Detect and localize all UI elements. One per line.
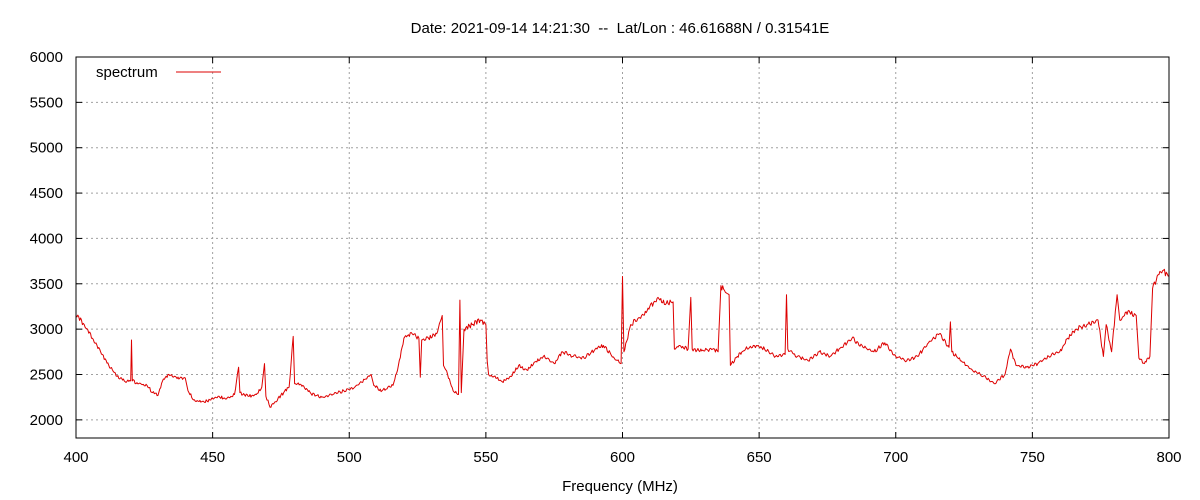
y-tick-label-3500: 3500 (30, 276, 63, 293)
ticks: 400 450 500 550 600 650 700 750 800 2000 2500 3000 3… (30, 49, 1182, 466)
y-tick-label-2500: 2500 (30, 367, 63, 384)
series-layer (75, 268, 1170, 408)
legend-label-spectrum: spectrum (96, 64, 158, 81)
y-tick-label-6000: 6000 (30, 49, 63, 66)
series-line-spectrum (75, 268, 1170, 408)
chart-title: Date: 2021-09-14 14:21:30 -- Lat/Lon : 4… (411, 20, 830, 37)
x-tick-label-400: 400 (63, 449, 88, 466)
x-tick-label-500: 500 (337, 449, 362, 466)
y-tick-label-5000: 5000 (30, 140, 63, 157)
x-axis-label: Frequency (MHz) (562, 478, 678, 495)
x-tick-label-600: 600 (610, 449, 635, 466)
x-tick-label-550: 550 (473, 449, 498, 466)
y-tick-label-3000: 3000 (30, 321, 63, 338)
y-tick-label-5500: 5500 (30, 94, 63, 111)
x-tick-label-650: 650 (747, 449, 772, 466)
x-tick-label-450: 450 (200, 449, 225, 466)
x-tick-label-750: 750 (1020, 449, 1045, 466)
legend: spectrum (96, 64, 221, 81)
y-tick-label-2000: 2000 (30, 412, 63, 429)
y-tick-label-4000: 4000 (30, 230, 63, 247)
x-tick-label-700: 700 (883, 449, 908, 466)
y-tick-label-4500: 4500 (30, 185, 63, 202)
x-tick-label-800: 800 (1156, 449, 1181, 466)
